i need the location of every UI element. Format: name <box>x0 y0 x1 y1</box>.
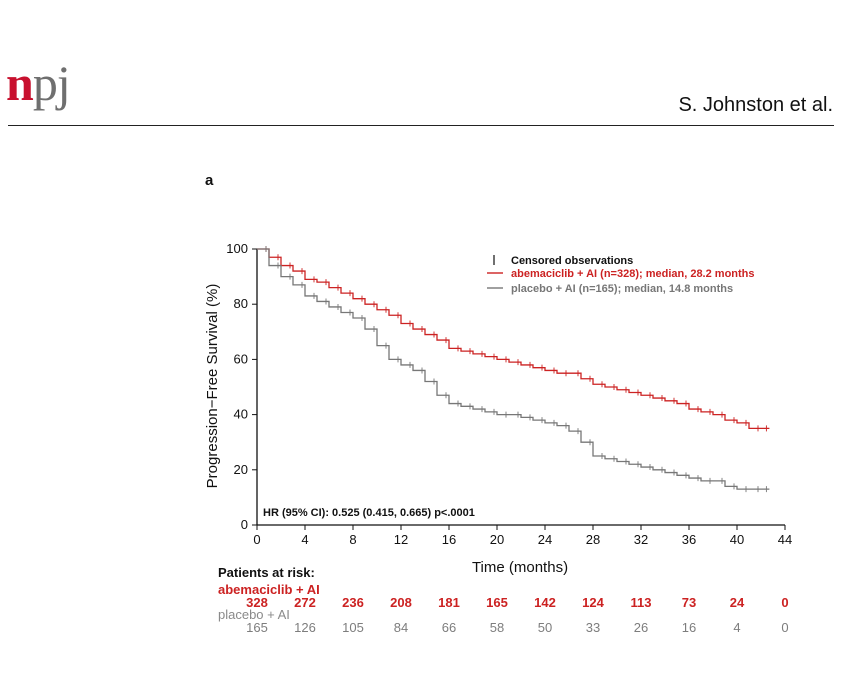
legend-entry: placebo + AI (n=165); median, 14.8 month… <box>511 283 733 295</box>
risk-count: 142 <box>534 595 556 610</box>
risk-count: 105 <box>342 620 364 635</box>
x-tick-label: 12 <box>394 532 408 547</box>
risk-count: 4 <box>733 620 741 635</box>
risk-count: 50 <box>537 620 553 635</box>
risk-count: 33 <box>585 620 601 635</box>
risk-count: 165 <box>246 620 268 635</box>
risk-count: 66 <box>441 620 457 635</box>
risk-count: 73 <box>681 595 697 610</box>
legend-censor-label: Censored observations <box>511 255 633 267</box>
x-tick-label: 40 <box>730 532 744 547</box>
risk-count: 124 <box>582 595 604 610</box>
y-tick-label: 100 <box>226 241 248 256</box>
y-tick-label: 0 <box>241 517 248 532</box>
risk-count: 328 <box>246 595 268 610</box>
risk-count: 58 <box>489 620 505 635</box>
risk-arm-label-abemaciclib: abemaciclib + AI <box>218 582 320 597</box>
x-tick-label: 44 <box>778 532 792 547</box>
x-tick-label: 8 <box>349 532 356 547</box>
author-line: S. Johnston et al. <box>678 94 833 116</box>
y-tick-label: 40 <box>234 407 248 422</box>
x-tick-label: 20 <box>490 532 504 547</box>
logo-n: n <box>6 55 34 111</box>
risk-count: 181 <box>438 595 460 610</box>
risk-count: 24 <box>729 595 745 610</box>
risk-table-title: Patients at risk: <box>218 565 315 580</box>
risk-arm-label-placebo: placebo + AI <box>218 607 290 622</box>
risk-count: 0 <box>781 620 789 635</box>
header-rule <box>8 125 834 126</box>
x-tick-label: 24 <box>538 532 552 547</box>
risk-count: 208 <box>390 595 412 610</box>
x-tick-label: 4 <box>301 532 308 547</box>
risk-count: 165 <box>486 595 508 610</box>
y-tick-label: 80 <box>234 296 248 311</box>
risk-count: 26 <box>633 620 649 635</box>
legend-entry: abemaciclib + AI (n=328); median, 28.2 m… <box>511 268 755 280</box>
x-tick-label: 28 <box>586 532 600 547</box>
x-tick-label: 32 <box>634 532 648 547</box>
panel-label: a <box>205 172 214 189</box>
chart-axes: 0 20 40 60 80 100 0 4 8 12 16 20 24 28 32 36 40 44 <box>226 241 792 547</box>
x-tick-label: 0 <box>253 532 260 547</box>
y-axis-label: Progression−Free Survival (%) <box>204 284 221 489</box>
y-tick-label: 60 <box>234 351 248 366</box>
risk-count: 113 <box>630 595 652 610</box>
logo-pj: pj <box>32 55 71 111</box>
risk-count: 0 <box>781 595 789 610</box>
x-tick-label: 16 <box>442 532 456 547</box>
hr-annotation: HR (95% CI): 0.525 (0.415, 0.665) p<.000… <box>263 507 475 519</box>
chart-curves <box>257 246 770 493</box>
placebo-curve <box>257 248 770 490</box>
x-tick-label: 36 <box>682 532 696 547</box>
abemaciclib-curve <box>257 248 770 430</box>
risk-count: 16 <box>681 620 697 635</box>
y-tick-label: 20 <box>234 462 248 477</box>
journal-logo: npj <box>6 55 71 111</box>
risk-count: 84 <box>393 620 409 635</box>
x-axis-label: Time (months) <box>472 559 568 576</box>
risk-count: 272 <box>294 595 316 610</box>
risk-count: 126 <box>294 620 316 635</box>
risk-count: 236 <box>342 595 364 610</box>
